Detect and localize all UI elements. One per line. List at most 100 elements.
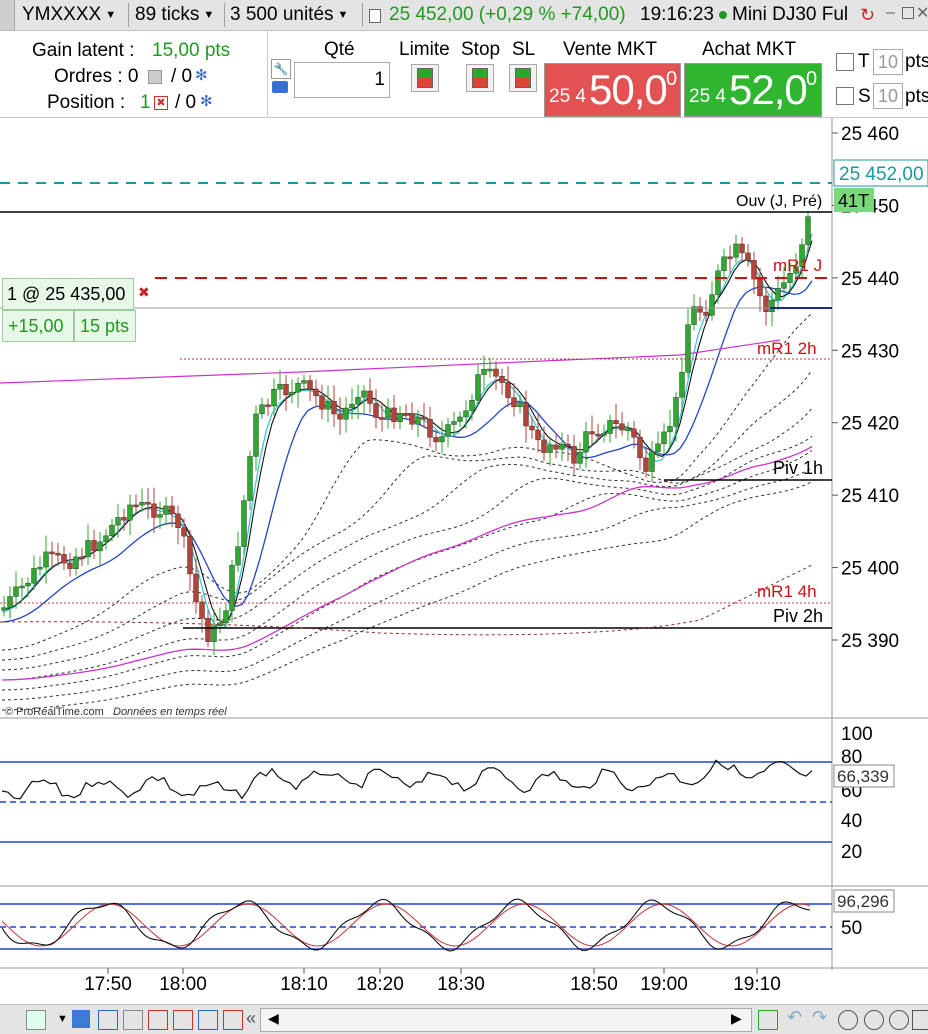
alert-icon[interactable] [223,1010,243,1030]
qty-input[interactable]: 1 [294,62,390,98]
takeprofit-input[interactable]: 10 [873,49,903,75]
buy-market-button[interactable]: 25 4 52,0 0 [684,63,822,117]
candle-body [109,524,115,536]
table-icon[interactable] [173,1010,193,1030]
maximize-icon[interactable] [902,7,914,19]
limit-label: Limite [399,39,450,60]
candle-body [775,288,781,301]
chart-type-icon[interactable] [26,1010,46,1030]
instrument-select[interactable]: YMXXXX ▼ [22,3,116,27]
keyboard-icon[interactable] [272,81,288,93]
takeprofit-checkbox[interactable] [836,53,854,71]
limit-order-button[interactable] [411,64,439,92]
list-icon[interactable] [148,1010,168,1030]
candle-body [535,429,541,441]
ticks-left-value: 41T [838,191,869,211]
orders-close-icon[interactable] [148,70,162,84]
last-price-value: 25 452,00 [839,164,924,185]
minimize-icon[interactable]: – [886,4,895,21]
candle-body [373,403,379,418]
side-tab[interactable] [0,0,15,30]
scroll-right-icon[interactable]: ▶ [731,1010,742,1026]
refresh-icon[interactable]: ↻ [860,5,876,25]
instrument-label: YMXXXX [22,4,102,26]
y-tick-label: 25 400 [841,559,899,580]
bottom-toolbar: ▼ « ◀ ▶ ↶ ↷ [0,1004,928,1034]
zoom-in-icon[interactable] [889,1010,909,1030]
position-close-icon[interactable]: ✖ [154,96,168,110]
gain-label: Gain latent : [32,40,135,61]
candle-body [517,402,523,407]
comment-icon[interactable] [123,1010,143,1030]
candle-body [433,437,439,443]
candle-body [67,562,73,569]
position-entry-box[interactable]: 1 @ 25 435,00 [2,278,134,310]
layout-icon[interactable] [98,1010,118,1030]
candle-body [571,446,577,464]
stoploss-checkbox[interactable] [836,87,854,105]
candle-body [385,407,391,419]
reset-icon[interactable] [758,1010,778,1030]
stoploss-input[interactable]: 10 [873,83,903,109]
candle-body [421,416,427,420]
s-pts-label: pts [905,86,928,107]
candle-body [661,431,667,444]
candle-body [337,413,343,420]
redo-icon[interactable]: ↷ [812,1007,828,1027]
close-icon[interactable]: ✕ [916,5,928,22]
windows-icon[interactable] [198,1010,218,1030]
scrollbar[interactable] [260,1008,752,1032]
candle-body [325,400,331,410]
share-icon[interactable] [72,1010,90,1028]
units-select[interactable]: 3 500 unités ▼ [230,3,348,27]
price-change: 25 452,00 (+0,29 % +74,00) [389,4,626,25]
ema-dashed-line [1,407,813,671]
gear-icon[interactable]: ✻ [195,67,208,84]
candle-body [763,295,769,312]
qty-value: 1 [374,69,385,90]
gear-icon[interactable]: ✻ [200,93,213,110]
candle-body [139,502,145,506]
settings-icon[interactable] [912,1010,928,1030]
candle-body [205,617,211,642]
candle-body [709,294,715,316]
chevron-down-icon[interactable]: ▼ [57,1013,68,1025]
wrench-icon[interactable]: 🔧 [271,59,291,79]
zoom-out-icon[interactable] [864,1010,884,1030]
stop-order-button[interactable] [466,64,494,92]
levels [0,182,832,636]
magenta-long-line [0,339,781,384]
sell-market-button[interactable]: 25 4 50,0 0 [544,63,681,117]
candle-body [199,601,205,619]
rsi-tick-label: 100 [841,724,873,745]
zoom-fit-icon[interactable] [838,1010,858,1030]
sl-label: SL [512,39,536,60]
candle-body [211,625,217,642]
candle-body [283,383,289,396]
candle-body [637,437,643,459]
ticks-select[interactable]: 89 ticks ▼ [135,3,214,27]
mr1-2h-label: mR1 2h [757,339,817,358]
undo-icon[interactable]: ↶ [787,1007,803,1027]
scroll-left-icon[interactable]: ◀ [268,1010,279,1026]
close-position-icon[interactable]: ✖ [138,284,150,300]
candle-body [439,436,445,443]
position-pts: 15 pts [80,316,130,336]
candle-body [403,412,409,416]
sl-order-button[interactable] [509,64,537,92]
candle-body [757,278,763,297]
candle-body [241,500,247,547]
ticks-label: 89 ticks [135,4,200,26]
candle-body [613,420,619,424]
collapse-left-icon[interactable]: « [246,1008,257,1028]
candle-body [787,273,793,283]
y-tick-label: 25 410 [841,486,899,507]
sell-price-frac: 0 [666,68,678,90]
candle-body [355,397,361,405]
x-tick-label: 18:10 [280,974,328,995]
qty-label: Qté [324,39,355,60]
candle-body [25,583,31,587]
